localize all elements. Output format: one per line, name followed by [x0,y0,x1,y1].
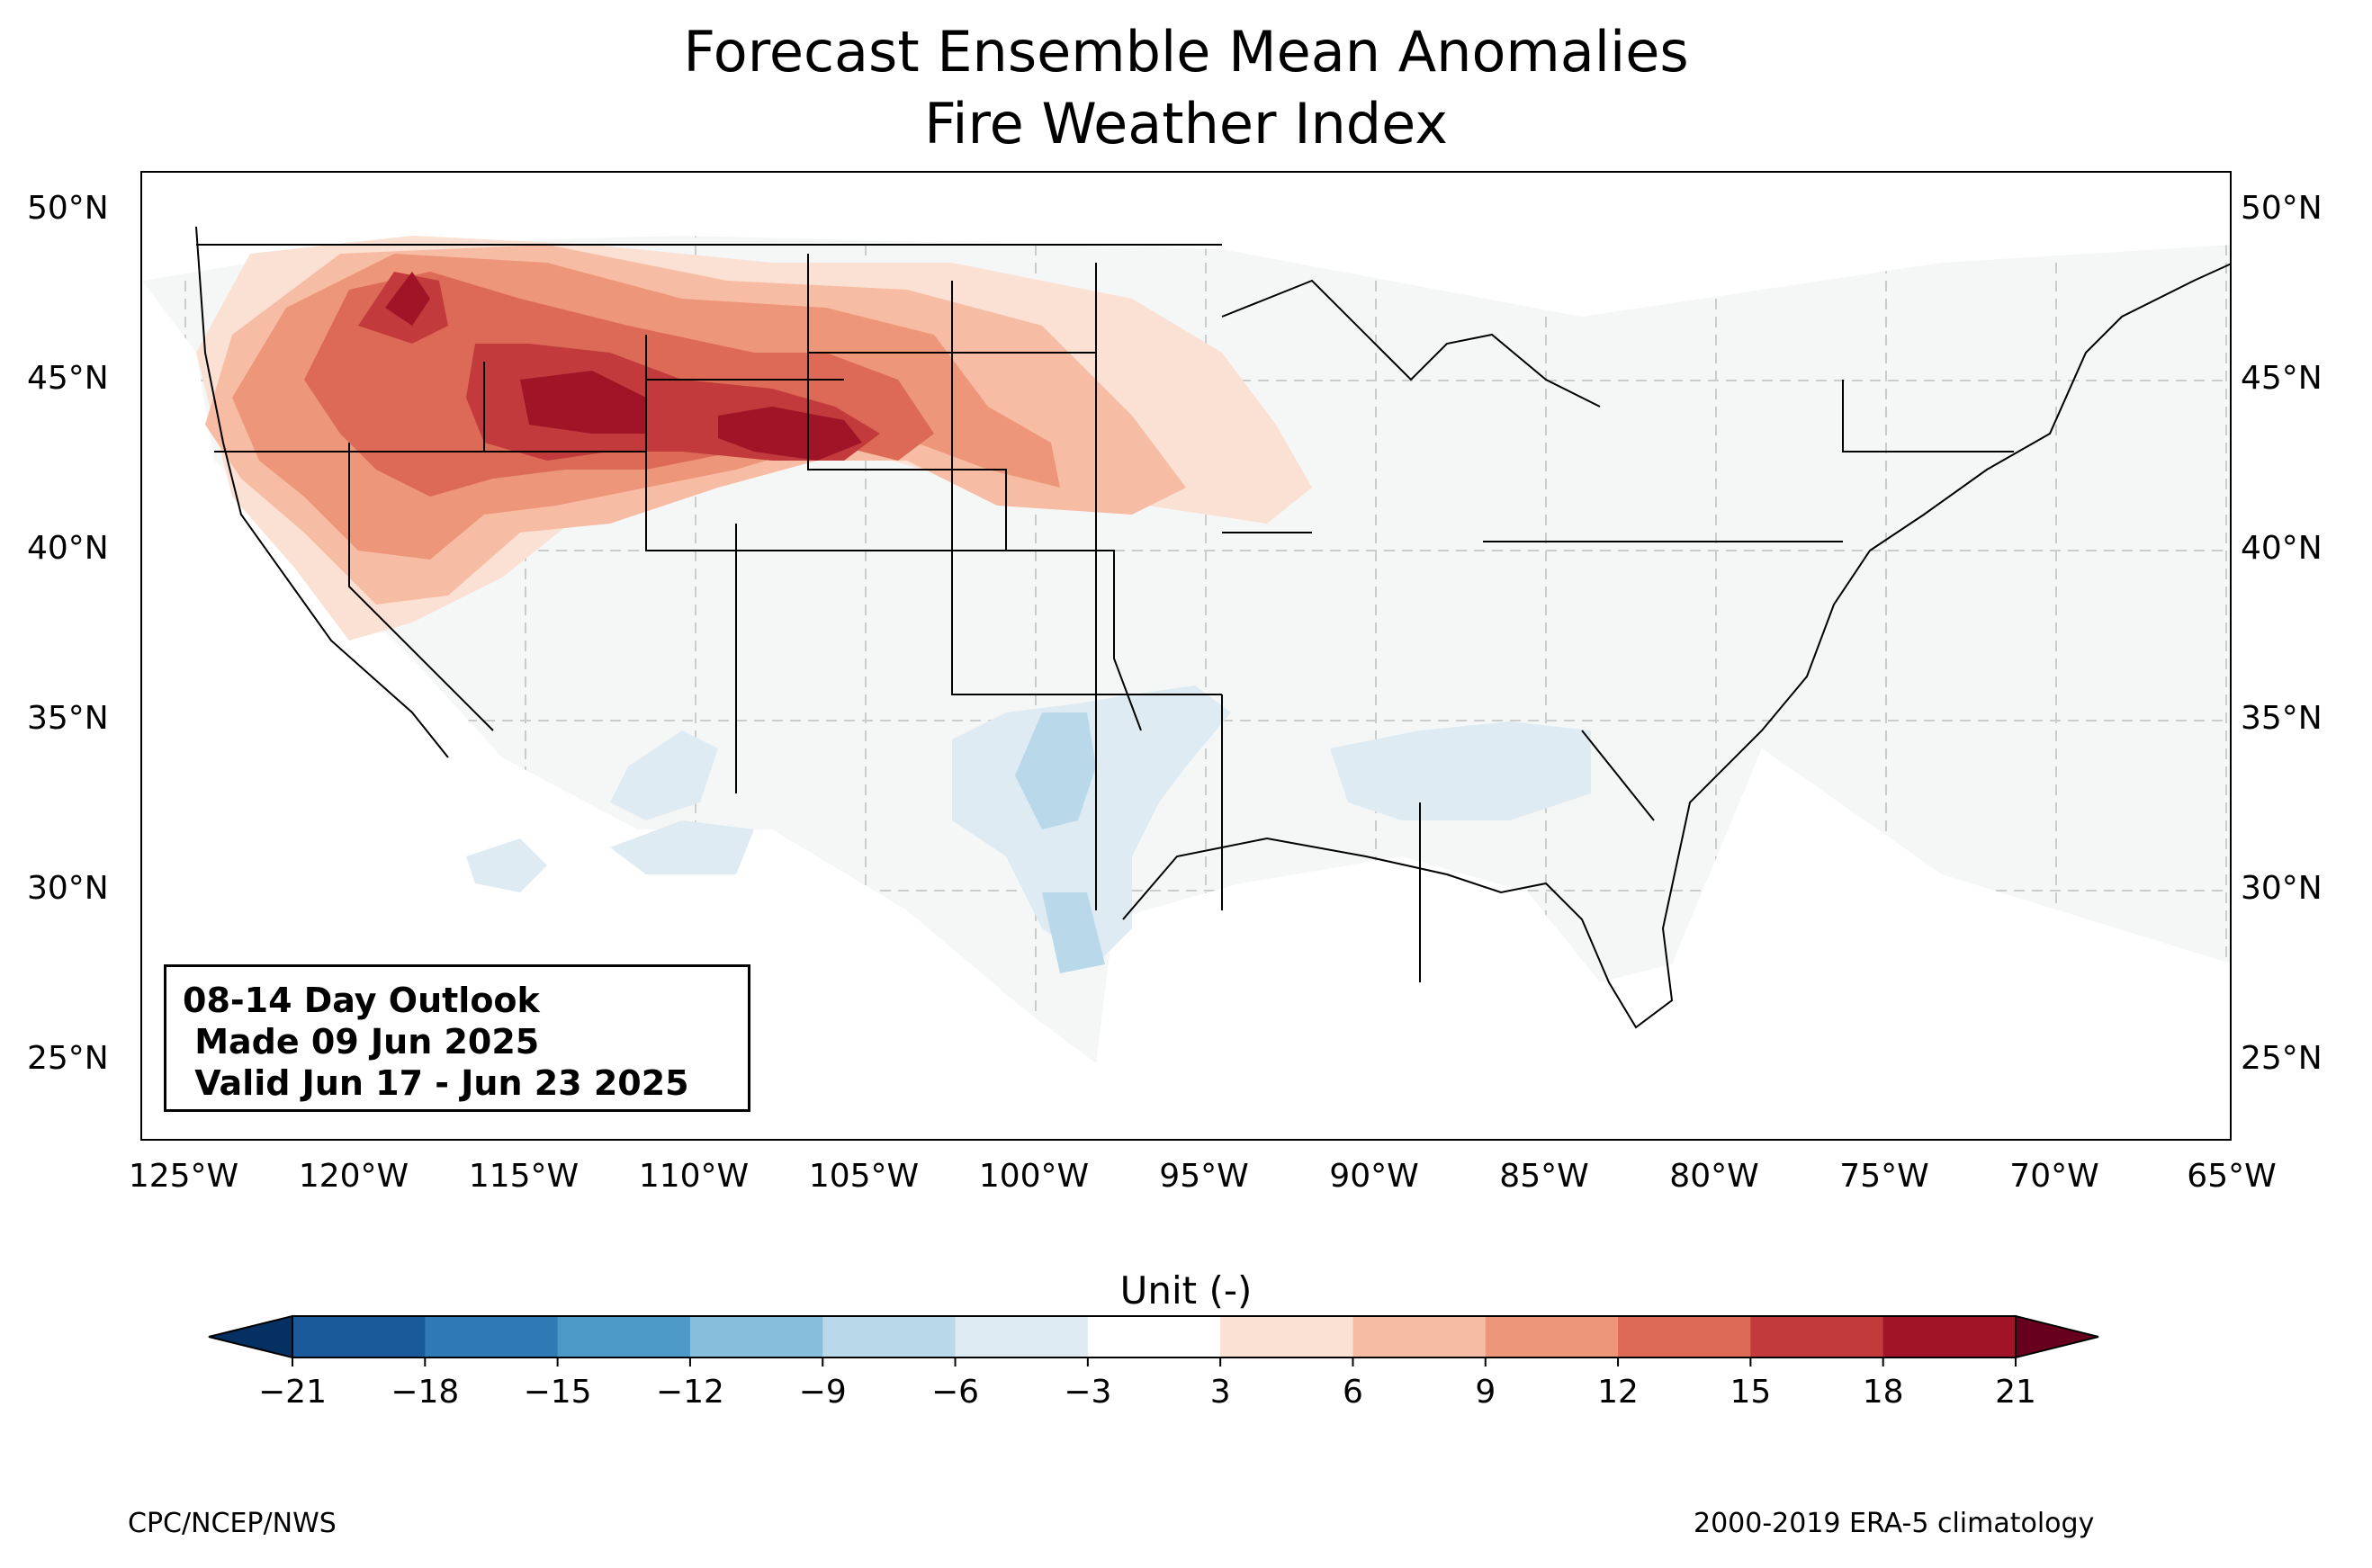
lon-label: 65°W [2187,1158,2277,1195]
lon-label: 85°W [1499,1158,1589,1195]
outlook-info-box: 08-14 Day Outlook Made 09 Jun 2025 Valid… [164,964,750,1112]
lat-label: 45°N [27,360,109,397]
lat-label: 30°N [27,870,109,907]
colorbar-tick-label: −18 [391,1374,460,1411]
lat-label: 50°N [2241,190,2323,227]
colorbar-tick-label: −3 [1064,1374,1112,1411]
colorbar-tick-label: 9 [1475,1374,1496,1411]
lon-label: 120°W [298,1158,409,1195]
colorbar-segment [1882,1316,2017,1357]
lon-label: 70°W [2009,1158,2099,1195]
map-panel [140,171,2232,1141]
colorbar-tick-label: −12 [655,1374,724,1411]
lon-label: 115°W [468,1158,580,1195]
lon-label: 95°W [1159,1158,1249,1195]
colorbar-tick-label: 21 [1995,1374,2036,1411]
colorbar-tick-label: 18 [1862,1374,1904,1411]
lat-label: 35°N [2241,700,2323,737]
colorbar-tick-label: 15 [1730,1374,1772,1411]
lat-label: 30°N [2241,870,2323,907]
colorbar-segment [1220,1316,1353,1357]
lat-label: 40°N [2241,530,2323,567]
chart-subtitle: Fire Weather Index [924,91,1448,157]
colorbar-tick-label: 3 [1209,1374,1231,1411]
lon-label: 75°W [1839,1158,1929,1195]
anomaly-map [142,173,2230,1139]
footer-climatology: 2000-2019 ERA-5 climatology [1694,1508,2095,1539]
colorbar-segment [1087,1316,1221,1357]
lat-label: 25°N [2241,1040,2323,1077]
colorbar-segment [292,1316,426,1357]
coastlines [195,226,2230,1029]
colorbar-tick-label: −21 [258,1374,327,1411]
colorbar-tick-label: 6 [1343,1374,1363,1411]
lon-label: 100°W [978,1158,1090,1195]
colorbar-segment [1618,1316,1751,1357]
lat-label: 40°N [27,530,109,567]
colorbar-segment [822,1316,957,1357]
colorbar-tick-label: −9 [798,1374,847,1411]
ocean-region [142,173,2230,1139]
lat-label: 25°N [27,1040,109,1077]
state-borders [196,244,2014,982]
colorbar-segment [689,1316,823,1357]
colorbar-segment [1352,1316,1487,1357]
outlook-period: 08-14 Day Outlook [183,981,540,1020]
colorbar-tick-label: −6 [930,1374,980,1411]
colorbar-extend-high [2015,1314,2099,1359]
footer-source: CPC/NCEP/NWS [128,1508,337,1539]
positive-anomaly-field [196,236,1312,641]
colorbar-segment [425,1316,559,1357]
colorbar-segment [557,1316,691,1357]
lat-label: 45°N [2241,360,2323,397]
lat-label: 35°N [27,700,109,737]
colorbar-segment [1485,1316,1619,1357]
negative-anomaly-field [466,685,1591,973]
lon-label: 80°W [1669,1158,1759,1195]
lat-label: 50°N [27,190,109,227]
colorbar-title: Unit (-) [1119,1268,1253,1313]
colorbar-segment [1750,1316,1884,1357]
outlook-valid-range: Valid Jun 17 - Jun 23 2025 [183,1063,689,1103]
chart-title: Forecast Ensemble Mean Anomalies [683,19,1689,85]
colorbar [208,1314,2099,1366]
colorbar-segment [955,1316,1089,1357]
colorbar-tick-label: −15 [523,1374,592,1411]
colorbar-tick-label: 12 [1597,1374,1639,1411]
lon-label: 125°W [128,1158,239,1195]
colorbar-extend-low [208,1314,293,1359]
lon-label: 110°W [638,1158,750,1195]
outlook-made-date: Made 09 Jun 2025 [183,1022,540,1062]
lon-label: 105°W [808,1158,920,1195]
lon-label: 90°W [1329,1158,1419,1195]
